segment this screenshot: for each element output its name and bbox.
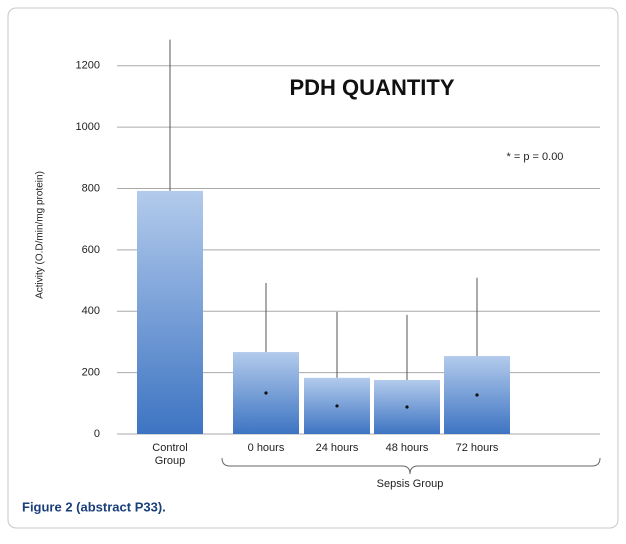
significance-dot	[475, 393, 479, 397]
x-tick-label: 0 hours	[247, 442, 285, 454]
annotation: * = p = 0.00	[507, 151, 564, 163]
y-tick-label: 600	[82, 244, 100, 256]
significance-dot	[264, 391, 268, 395]
significance-dot	[335, 404, 339, 408]
y-tick-label: 0	[94, 428, 100, 440]
y-tick-label: 400	[82, 305, 100, 317]
bar	[137, 190, 203, 434]
x-tick-label: 48 hours	[385, 442, 429, 454]
y-tick-label: 200	[82, 367, 100, 379]
group-brace	[221, 457, 601, 475]
y-tick-label: 1200	[76, 60, 100, 72]
y-axis-label: Activity (O.D/min/mg protein)	[35, 171, 46, 299]
x-tick-label: 24 hours	[315, 442, 359, 454]
y-tick-label: 800	[82, 182, 100, 194]
x-tick-label: Control Group	[152, 442, 188, 467]
x-tick-label: 72 hours	[455, 442, 499, 454]
group-label: Sepsis Group	[377, 478, 444, 490]
significance-dot	[405, 405, 409, 409]
chart-title: PDH QUANTITY	[290, 75, 455, 100]
caption: Figure 2 (abstract P33).	[22, 499, 166, 514]
y-tick-label: 1000	[76, 121, 100, 133]
